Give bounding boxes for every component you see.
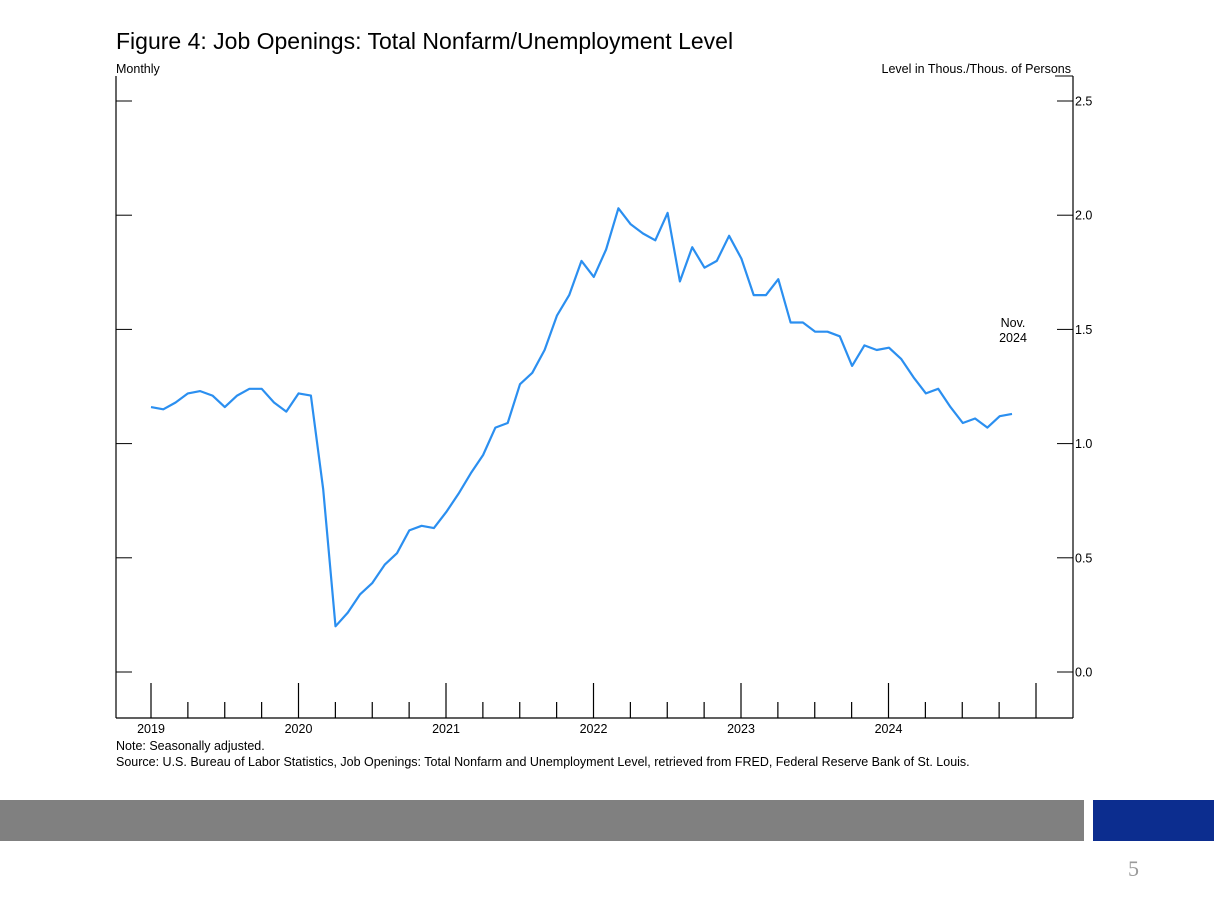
y-tick-label: 0.5 bbox=[1075, 551, 1092, 565]
y-tick-label: 2.0 bbox=[1075, 209, 1092, 223]
x-tick-label: 2019 bbox=[137, 722, 165, 736]
series-layer bbox=[150, 207, 1013, 628]
x-axis: 2019 2020 2021 2022 2023 2024 bbox=[137, 683, 1037, 736]
x-tick-label: 2023 bbox=[727, 722, 755, 736]
x-tick-label: 2021 bbox=[432, 722, 460, 736]
y-tick-label: 0.0 bbox=[1075, 666, 1092, 680]
y-tick-label: 2.5 bbox=[1075, 95, 1092, 109]
line-chart: 0.00.51.01.52.02.5 2019 2020 2021 2022 2023 2… bbox=[115, 75, 1092, 736]
chart-frame bbox=[115, 75, 1074, 719]
figure-title: Figure 4: Job Openings: Total Nonfarm/Un… bbox=[116, 28, 734, 54]
footer-blue-bar bbox=[1093, 800, 1214, 841]
footer-gray-bar bbox=[0, 800, 1084, 841]
annotation-year: 2024 bbox=[999, 331, 1027, 345]
frequency-label: Monthly bbox=[116, 62, 160, 76]
annotation-month: Nov. bbox=[1001, 316, 1026, 330]
page-number: 5 bbox=[1128, 856, 1139, 881]
y-tick-label: 1.5 bbox=[1075, 323, 1092, 337]
chart-note: Note: Seasonally adjusted. bbox=[116, 739, 265, 753]
unit-label: Level in Thous./Thous. of Persons bbox=[881, 62, 1071, 76]
series-line bbox=[150, 207, 1013, 628]
chart-source: Source: U.S. Bureau of Labor Statistics,… bbox=[116, 755, 970, 769]
x-tick-label: 2020 bbox=[285, 722, 313, 736]
x-tick-label: 2024 bbox=[875, 722, 903, 736]
x-tick-label: 2022 bbox=[580, 722, 608, 736]
y-axis: 0.0 0.5 1.0 1.5 2.0 2.5 bbox=[116, 95, 1092, 680]
y-tick-label: 1.0 bbox=[1075, 437, 1092, 451]
